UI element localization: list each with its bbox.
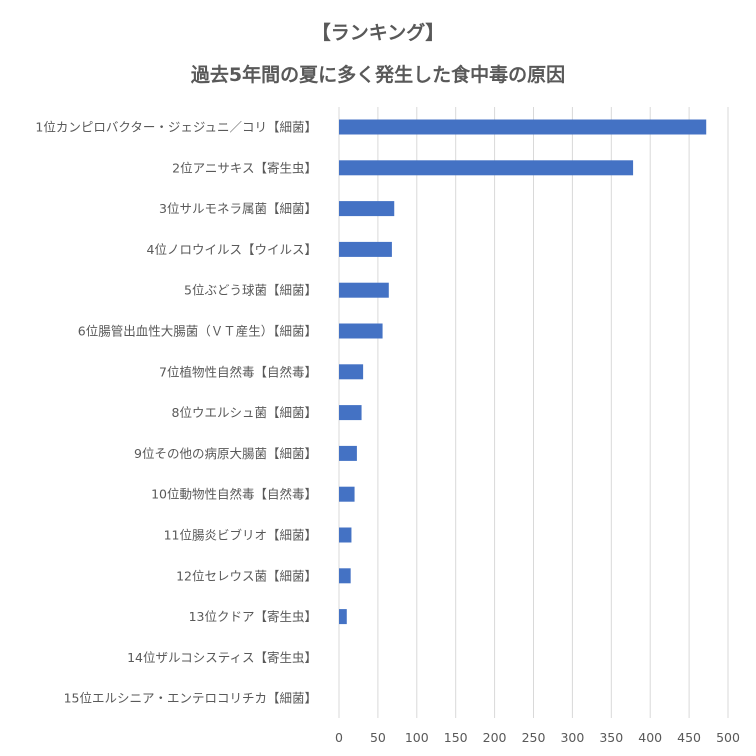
category-label: 11位腸炎ビブリオ【細菌】 bbox=[164, 528, 317, 543]
bar bbox=[339, 405, 362, 421]
x-tick-label: 300 bbox=[560, 730, 584, 745]
bar bbox=[339, 609, 347, 625]
x-tick-label: 100 bbox=[405, 730, 429, 745]
bar bbox=[339, 160, 634, 176]
bar bbox=[339, 445, 357, 461]
category-label: 14位ザルコシスティス【寄生虫】 bbox=[127, 650, 317, 665]
bar bbox=[339, 323, 383, 339]
category-label: 12位セレウス菌【細菌】 bbox=[176, 568, 317, 583]
category-label: 15位エルシニア・エンテロコリチカ【細菌】 bbox=[64, 691, 317, 706]
bar bbox=[339, 364, 364, 380]
x-tick-label: 250 bbox=[522, 730, 546, 745]
x-tick-label: 50 bbox=[370, 730, 386, 745]
category-label: 8位ウエルシュ菌【細菌】 bbox=[172, 405, 317, 420]
x-tick-label: 500 bbox=[716, 730, 740, 745]
bar bbox=[339, 201, 395, 217]
category-label: 9位その他の病原大腸菌【細菌】 bbox=[134, 446, 317, 461]
category-label: 6位腸管出血性大腸菌（ＶＴ産生）【細菌】 bbox=[78, 324, 317, 339]
bar bbox=[339, 282, 389, 298]
category-label: 7位植物性自然毒【自然毒】 bbox=[159, 364, 317, 379]
x-tick-label: 150 bbox=[444, 730, 468, 745]
chart-title: 【ランキング】 bbox=[311, 22, 445, 44]
bar bbox=[339, 119, 707, 135]
x-tick-label: 0 bbox=[335, 730, 343, 745]
category-label: 1位カンピロバクター・ジェジュニ／コリ【細菌】 bbox=[35, 120, 317, 135]
category-label: 13位クドア【寄生虫】 bbox=[189, 609, 317, 624]
category-label: 5位ぶどう球菌【細菌】 bbox=[184, 283, 317, 298]
category-label: 3位サルモネラ属菌【細菌】 bbox=[159, 201, 317, 216]
x-tick-label: 400 bbox=[638, 730, 662, 745]
bar bbox=[339, 486, 355, 502]
bar bbox=[339, 241, 392, 257]
category-label: 10位動物性自然毒【自然毒】 bbox=[151, 487, 317, 502]
x-tick-label: 450 bbox=[677, 730, 701, 745]
bar bbox=[339, 527, 352, 543]
bar bbox=[339, 568, 351, 584]
category-label: 4位ノロウイルス【ウイルス】 bbox=[147, 242, 317, 257]
category-label: 2位アニサキス【寄生虫】 bbox=[172, 160, 317, 175]
x-tick-label: 200 bbox=[483, 730, 507, 745]
x-tick-label: 350 bbox=[599, 730, 623, 745]
chart-subtitle: 過去5年間の夏に多く発生した食中毒の原因 bbox=[190, 64, 566, 86]
